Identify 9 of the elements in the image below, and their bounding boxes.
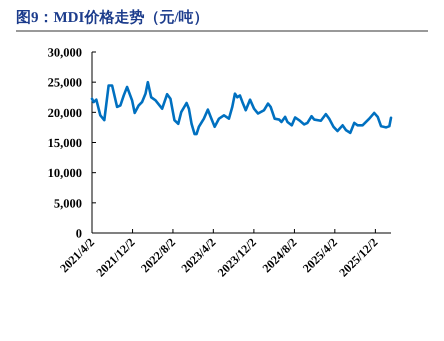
chart-title: 图9：MDI价格走势（元/吨）	[16, 9, 208, 26]
line-series	[90, 80, 392, 136]
y-tick-label: 25,000	[48, 76, 82, 90]
y-tick-label: 30,000	[48, 46, 82, 60]
y-tick-label: 0	[76, 226, 82, 240]
y-tick-label: 15,000	[48, 136, 82, 150]
y-tick-label: 20,000	[48, 106, 82, 120]
y-tick-label: 5,000	[54, 196, 82, 210]
y-tick-label: 10,000	[48, 166, 82, 180]
